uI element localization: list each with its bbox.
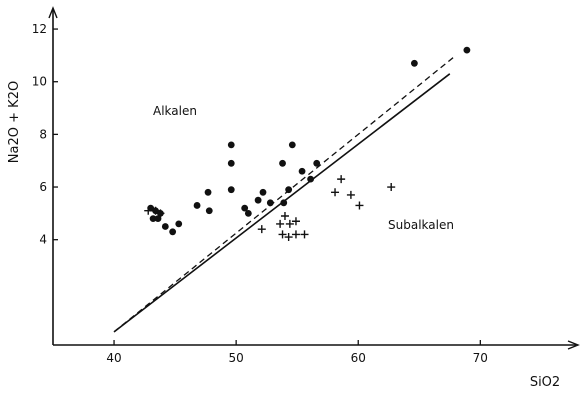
plus-point (291, 217, 300, 226)
data-points (144, 46, 471, 242)
dashed-boundary-line (113, 54, 457, 333)
circle-point (410, 59, 418, 67)
plus-point (346, 190, 355, 199)
circle-point (254, 196, 262, 204)
circle-point (149, 215, 157, 223)
circle-point (204, 188, 212, 196)
circle-point (241, 204, 249, 212)
y-axis-arrow (48, 6, 58, 19)
plus-point (300, 230, 309, 239)
x-axis-arrow (567, 340, 580, 350)
circle-point (205, 207, 213, 215)
plus-point (337, 175, 346, 184)
plus-point (280, 211, 289, 220)
circle-point (266, 199, 274, 207)
axes (48, 6, 580, 350)
plus-point (387, 183, 396, 192)
x-tick-label: 70 (473, 351, 488, 365)
circle-point (161, 223, 169, 230)
circle-point (307, 175, 315, 183)
x-tick-label: 50 (228, 351, 243, 365)
x-tick-label: 40 (106, 351, 121, 365)
circle-point (298, 167, 306, 175)
circle-point (285, 186, 293, 194)
circle-point (244, 209, 252, 217)
circle-point (154, 215, 162, 223)
x-tick-label: 60 (351, 351, 366, 365)
y-tick-label: 6 (39, 180, 47, 194)
circle-point (279, 159, 286, 167)
circle-point (313, 159, 321, 167)
region-label-subalkalen: Subalkalen (388, 218, 454, 232)
plus-point (257, 225, 266, 234)
plus-point (276, 219, 285, 228)
circle-point (227, 141, 235, 149)
plus-point (331, 188, 340, 197)
plus-point (144, 206, 153, 215)
circle-point (288, 141, 296, 149)
y-tick-label: 8 (39, 127, 47, 141)
circle-point (280, 199, 288, 207)
y-tick-label: 12 (32, 22, 47, 36)
boundary-lines (113, 54, 457, 333)
circle-point (227, 159, 235, 167)
plus-point (355, 201, 364, 210)
plus-point (291, 230, 300, 239)
circle-point (227, 186, 235, 194)
circle-point (169, 228, 177, 236)
circle-point (463, 46, 471, 54)
circle-point (259, 188, 267, 196)
circle-point (175, 220, 183, 228)
region-label-alkalen: Alkalen (153, 104, 197, 118)
plus-point (151, 206, 160, 215)
y-axis-label: Na2O + K2O (7, 81, 22, 163)
plus-point (285, 219, 294, 228)
x-axis-label: SiO2 (530, 375, 560, 390)
plus-point (278, 230, 287, 239)
y-tick-label: 4 (39, 233, 47, 247)
circle-point (193, 202, 201, 209)
axis-ticks: 40 50 60 70 4 6 8 10 12 (32, 22, 488, 365)
plus-point (284, 233, 293, 242)
plus-point (156, 209, 165, 218)
y-tick-label: 10 (32, 75, 47, 89)
